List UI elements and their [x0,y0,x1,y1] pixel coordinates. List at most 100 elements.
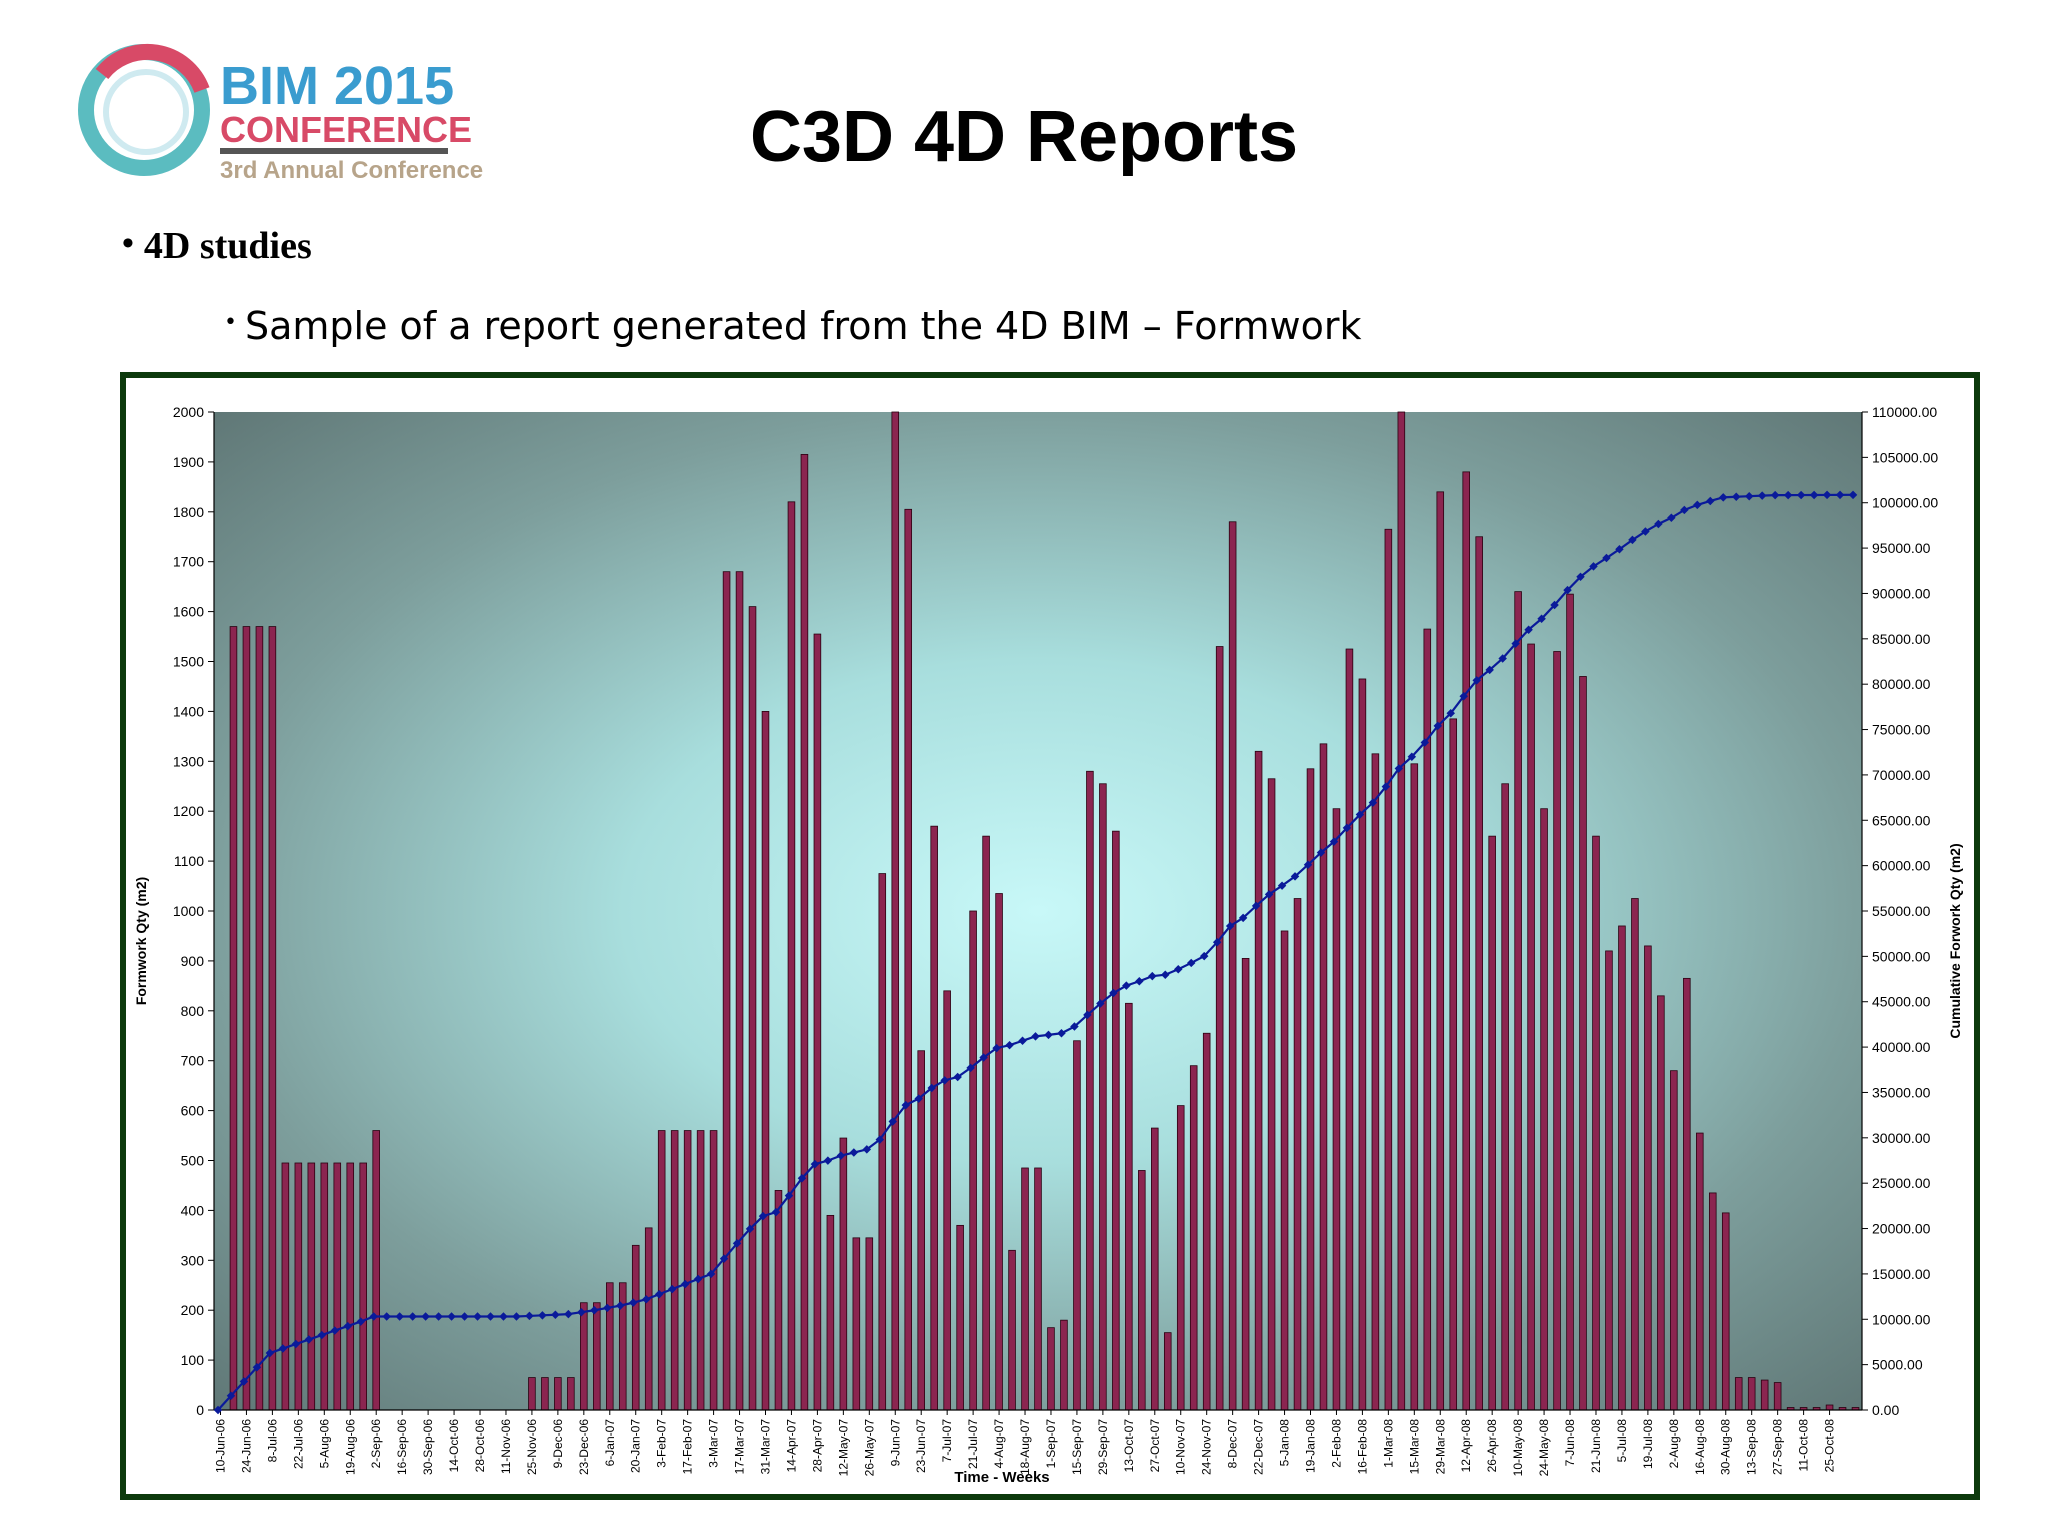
cumulative-point [330,1326,340,1335]
y2-tick-label: 5000.00 [1872,1357,1923,1373]
bim-conference-logo: BIM 2015 CONFERENCE 3rd Annual Conferenc… [72,34,492,194]
cumulative-point [1186,958,1196,968]
x-tick-label: 29-Mar-08 [1433,1419,1447,1475]
x-tick-label: 27-Sep-08 [1771,1419,1785,1475]
y-tick-label: 2000 [173,404,204,420]
cumulative-point [1005,1040,1014,1050]
bar [1410,763,1419,1411]
bar [1553,651,1561,1411]
slide-title: C3D 4D Reports [749,97,1299,177]
cumulative-point [797,1173,807,1183]
bar [1514,591,1522,1411]
x-tick-label: 16-Aug-08 [1693,1419,1707,1475]
cumulative-point [590,1306,599,1315]
x-tick-label: 22-Jul-06 [291,1419,305,1469]
y2-tick-label: 70000.00 [1872,767,1931,783]
cumulative-point [823,1156,833,1165]
bar [1397,411,1406,1411]
cumulative-point [486,1312,495,1321]
logo-ring-pink [95,44,210,94]
cumulative-point [693,1274,703,1284]
cumulative-point [538,1311,547,1320]
x-tick-label: 1-Mar-08 [1381,1419,1395,1468]
cumulative-point [603,1303,612,1313]
bar [333,1162,342,1411]
y2-tick-label: 95000.00 [1872,540,1931,556]
x-tick-label: 11-Oct-08 [1797,1419,1811,1472]
cumulative-point [745,1224,755,1234]
x-tick-label: 22-Dec-07 [1252,1419,1266,1475]
cumulative-point [1238,913,1248,923]
cumulative-point [732,1239,742,1248]
x-tick-label: 23-Jun-07 [914,1419,928,1473]
x-tick-label: 21-Jun-08 [1589,1419,1603,1473]
bar [567,1377,575,1411]
bar [1112,830,1120,1411]
cumulative-point [784,1191,794,1200]
cumulative-point [1070,1022,1079,1031]
bar [1501,783,1509,1411]
y2-tick-label: 75000.00 [1872,722,1931,738]
bar [774,1190,783,1411]
y2-tick-label: 45000.00 [1872,994,1931,1010]
bar [1747,1377,1756,1411]
bar [372,1130,380,1411]
bar [1449,718,1458,1411]
cumulative-point [940,1076,949,1085]
bar [1332,808,1341,1411]
cumulative-point [1329,837,1339,846]
x-tick-label: 21-Jul-07 [966,1419,980,1469]
cumulative-point [862,1145,872,1154]
bar [982,835,990,1411]
x-tick-label: 20-Jan-07 [629,1419,643,1473]
y-tick-label: 0 [196,1402,204,1418]
cumulative-point [525,1311,534,1321]
x-tick-label: 24-Nov-07 [1200,1419,1214,1475]
cumulative-point [680,1279,690,1289]
bar [1475,536,1483,1411]
bar [1189,1065,1198,1411]
y2-tick-label: 30000.00 [1872,1130,1931,1146]
bar [1319,743,1328,1411]
cumulative-point [966,1063,975,1073]
x-tick-label: 24-May-08 [1537,1419,1551,1477]
bar [1293,898,1302,1411]
bar [1125,1002,1133,1411]
x-tick-label: 12-Apr-08 [1459,1419,1473,1473]
x-tick-label: 17-Mar-07 [733,1419,747,1475]
y2-tick-label: 105000.00 [1872,449,1938,465]
cumulative-point [979,1053,988,1062]
bullet-dot-icon: • [122,225,134,262]
bar [528,1377,536,1411]
y-tick-label: 1300 [173,753,204,769]
cumulative-point [1511,639,1520,648]
cumulative-point [1303,860,1313,869]
cumulative-point [1018,1036,1027,1046]
bar [1773,1382,1782,1411]
bullet-level1: • 4D studies [122,224,312,268]
y-tick-label: 1500 [173,654,204,670]
bar [787,501,796,1411]
cumulative-point [719,1254,729,1263]
cumulative-point [278,1344,288,1353]
y-tick-label: 200 [181,1302,205,1318]
cumulative-point [551,1310,560,1319]
logo-divider [220,148,448,154]
bar [683,1130,692,1411]
bar [1488,835,1496,1411]
bar [1086,770,1094,1411]
bar [1021,1167,1029,1411]
bar [1254,750,1263,1411]
y-tick-label: 300 [181,1252,205,1268]
bullet-dot-icon: • [224,310,237,335]
bar [839,1137,848,1411]
x-tick-label: 8-Jul-06 [265,1419,279,1463]
cumulative-point [1148,971,1157,981]
y-tick-label: 1100 [174,853,204,869]
bar [554,1377,562,1411]
cumulative-point [1731,492,1741,502]
x-tick-label: 8-Dec-07 [1226,1419,1240,1469]
bar [644,1227,653,1411]
bar [1151,1127,1159,1411]
bar [826,1214,835,1411]
